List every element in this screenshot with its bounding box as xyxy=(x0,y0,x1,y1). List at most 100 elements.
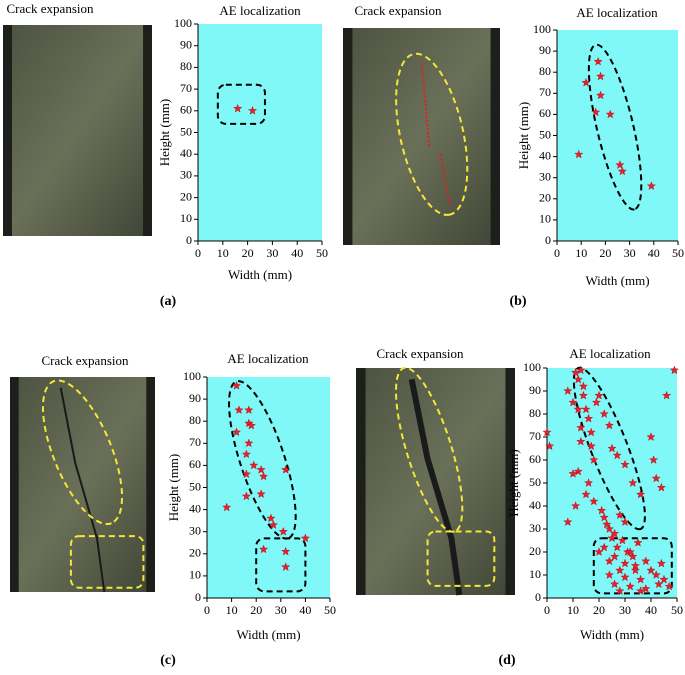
x-tick-label: 30 xyxy=(266,246,278,260)
ae-event xyxy=(633,538,643,547)
y-tick-label: 60 xyxy=(539,106,551,120)
x-tick-label: 20 xyxy=(599,246,611,260)
y-tick-label: 70 xyxy=(189,435,201,449)
panel-label: (a) xyxy=(160,294,177,309)
ae-event xyxy=(281,562,291,571)
ae-event xyxy=(620,517,630,526)
plot-area xyxy=(207,377,330,598)
ae-event xyxy=(617,535,627,545)
ae-event xyxy=(571,501,581,510)
x-tick-label: 0 xyxy=(544,603,550,617)
x-tick-label: 50 xyxy=(671,603,683,617)
crack-trace xyxy=(59,387,106,593)
photo-annotation-ellipse xyxy=(394,366,464,533)
y-tick-label: 80 xyxy=(539,64,551,78)
x-tick-label: 50 xyxy=(672,246,684,260)
y-tick-label: 50 xyxy=(539,127,551,141)
photo-edge xyxy=(143,25,152,236)
crack-trace xyxy=(408,378,463,596)
ae-event xyxy=(231,381,242,390)
ae-event xyxy=(578,381,588,391)
x-tick-label: 30 xyxy=(275,603,287,617)
ae-event xyxy=(231,427,242,437)
ae-event xyxy=(591,107,601,117)
ae-event xyxy=(244,405,254,414)
ae-event xyxy=(610,579,620,589)
ae-event xyxy=(656,482,666,492)
ae-event xyxy=(300,533,310,543)
ae-event xyxy=(581,489,591,499)
y-tick-label: 80 xyxy=(529,406,541,420)
ae-event xyxy=(589,455,599,464)
ae-event xyxy=(233,103,243,113)
y-tick-label: 10 xyxy=(539,212,551,226)
ae-event xyxy=(636,489,646,499)
ae-event xyxy=(641,556,651,566)
y-tick-label: 0 xyxy=(545,233,551,247)
x-axis-label: Width (mm) xyxy=(236,627,300,642)
ae-event xyxy=(281,465,291,474)
ae-event xyxy=(615,510,625,520)
y-tick-label: 100 xyxy=(174,16,192,30)
ae-event xyxy=(571,367,581,377)
y-axis-label: Height (mm) xyxy=(516,102,531,170)
ae-event xyxy=(607,533,617,543)
ae-event xyxy=(594,390,604,400)
specimen-photo xyxy=(343,28,500,245)
y-tick-label: 20 xyxy=(189,546,201,560)
y-tick-label: 70 xyxy=(539,85,551,99)
ae-event xyxy=(625,581,635,591)
ae-event xyxy=(641,584,651,593)
ae-event xyxy=(605,109,615,119)
ae-event xyxy=(573,374,583,384)
ae-event xyxy=(607,443,617,453)
plot-area xyxy=(547,368,677,598)
ae-event xyxy=(591,397,601,407)
y-tick-label: 20 xyxy=(539,191,551,205)
ae-event xyxy=(599,542,609,552)
ae-event xyxy=(625,547,635,556)
y-tick-label: 0 xyxy=(186,233,192,247)
x-tick-label: 40 xyxy=(299,603,311,617)
plot-area xyxy=(198,24,322,241)
ae-event xyxy=(615,565,625,575)
y-tick-label: 40 xyxy=(189,501,201,515)
ae-event xyxy=(581,404,591,414)
x-tick-label: 50 xyxy=(324,603,336,617)
photo-edge xyxy=(146,377,155,592)
ae-event xyxy=(617,166,627,176)
chart-title: AE localization xyxy=(219,3,301,18)
ae-event xyxy=(278,526,288,536)
x-tick-label: 50 xyxy=(316,246,328,260)
y-tick-label: 90 xyxy=(180,37,192,51)
ae-event xyxy=(628,551,638,561)
ae-event xyxy=(649,455,659,464)
panel-label: (c) xyxy=(160,653,176,668)
ae-annotation-box xyxy=(255,537,307,593)
ae-event xyxy=(256,489,266,498)
photo-edge xyxy=(505,368,515,595)
ae-event xyxy=(610,528,620,538)
y-tick-label: 90 xyxy=(189,391,201,405)
ae-annotation-ellipse xyxy=(572,366,646,531)
ae-event xyxy=(612,450,622,460)
ae-event xyxy=(586,441,596,451)
photo-title: Crack expansion xyxy=(354,3,442,18)
x-tick-label: 0 xyxy=(195,246,201,260)
ae-event xyxy=(630,561,640,570)
y-axis-label: Height (mm) xyxy=(157,99,172,167)
y-tick-label: 100 xyxy=(183,369,201,383)
chart-title: AE localization xyxy=(576,5,658,20)
ae-annotation-ellipse xyxy=(587,43,643,211)
ae-event xyxy=(604,570,614,579)
ae-event xyxy=(594,547,604,556)
ae-event xyxy=(584,413,594,423)
photo-edge xyxy=(343,28,353,245)
ae-annotation-box xyxy=(592,537,673,595)
ae-event xyxy=(256,465,266,474)
ae-event xyxy=(266,513,276,523)
ae-event xyxy=(234,405,244,414)
y-tick-label: 100 xyxy=(523,360,541,374)
y-tick-label: 80 xyxy=(189,413,201,427)
ae-event xyxy=(604,524,614,533)
